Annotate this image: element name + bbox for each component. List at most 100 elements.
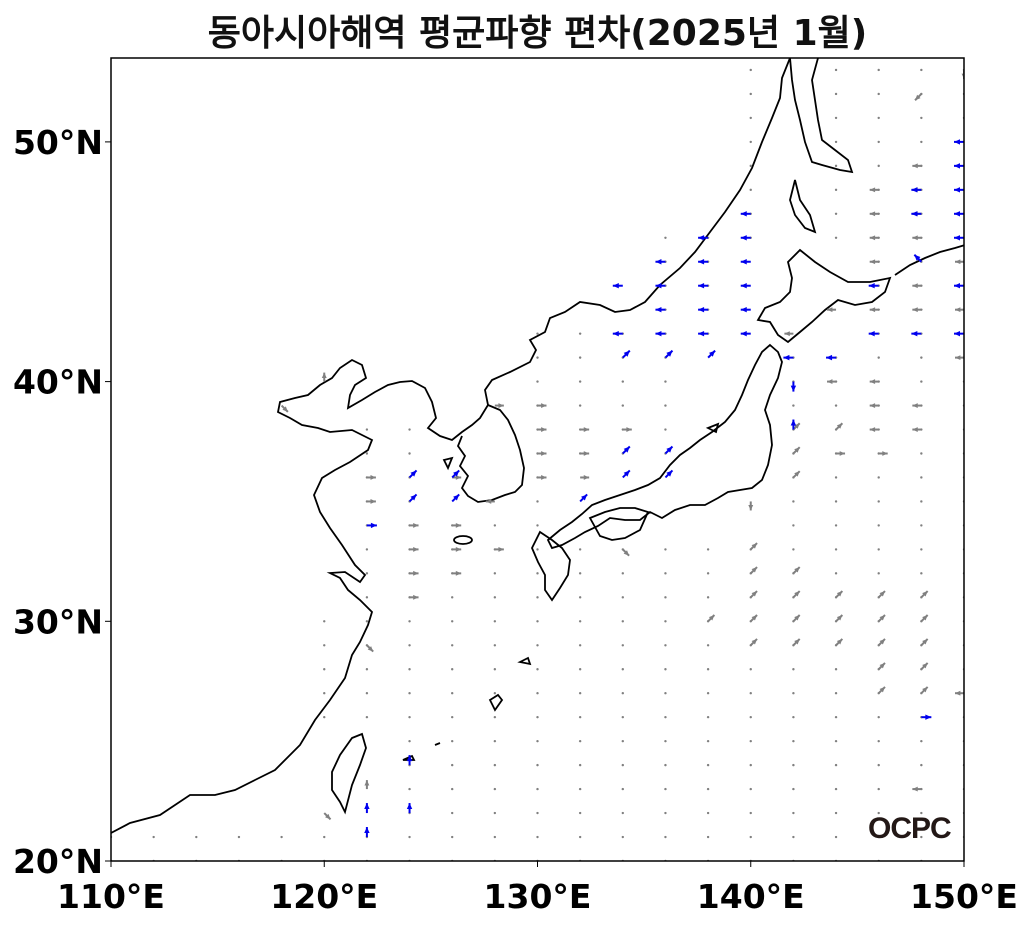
ocpc-logo: OCPC [868, 812, 952, 845]
anomaly-arrow [827, 379, 837, 385]
x-tick-label: 120°E [270, 877, 378, 916]
anomaly-arrow-strong [655, 283, 666, 289]
grid-point [792, 811, 795, 815]
grid-point [621, 715, 624, 719]
grid-point [621, 787, 624, 791]
grid-point [578, 715, 582, 719]
grid-point [877, 835, 880, 839]
grid-point [536, 548, 539, 551]
grid-point [536, 524, 539, 527]
grid-point [706, 548, 710, 551]
grid-point [451, 715, 454, 719]
grid-point [834, 739, 838, 743]
grid-point [877, 68, 880, 72]
anomaly-arrow [912, 403, 922, 408]
grid-point [493, 668, 497, 671]
grid-point [493, 787, 497, 791]
grid-point [365, 548, 369, 551]
anomaly-arrow [580, 427, 590, 432]
anomaly-arrow [784, 331, 794, 337]
anomaly-arrow [869, 235, 879, 241]
grid-point [834, 404, 838, 407]
anomaly-arrow [323, 812, 332, 821]
grid-point [621, 692, 624, 695]
grid-point [578, 620, 582, 623]
grid-point [536, 739, 539, 743]
grid-point [536, 668, 539, 671]
anomaly-arrow [494, 403, 504, 408]
grid-point [323, 715, 326, 719]
anomaly-arrow [869, 259, 879, 265]
grid-point [749, 68, 752, 72]
anomaly-arrow [409, 546, 419, 552]
anomaly-arrow-strong [698, 330, 709, 337]
grid-point [621, 596, 624, 599]
grid-point [323, 692, 326, 695]
anomaly-arrow-strong [740, 283, 751, 289]
anomaly-arrow-strong [954, 187, 964, 193]
grid-point [706, 668, 710, 671]
grid-point [920, 116, 923, 120]
grid-point [578, 332, 582, 335]
grid-point [621, 572, 624, 575]
anomaly-arrow [485, 499, 495, 504]
grid-point [152, 835, 155, 839]
grid-point [664, 763, 667, 767]
vector-field [111, 68, 964, 861]
grid-point [706, 596, 710, 599]
grid-point [621, 739, 624, 743]
grid-point [834, 715, 838, 719]
anomaly-arrow-strong [707, 349, 716, 359]
anomaly-arrow-strong [664, 469, 674, 479]
anomaly-arrow [366, 475, 376, 480]
grid-point [664, 835, 667, 839]
anomaly-arrow [877, 662, 886, 670]
anomaly-arrow [869, 403, 879, 408]
grid-point [834, 164, 838, 168]
grid-point [920, 524, 923, 527]
grid-point [536, 715, 539, 719]
grid-point [920, 500, 923, 503]
anomaly-arrow-strong [655, 306, 666, 313]
grid-point [877, 811, 880, 815]
grid-point [749, 92, 752, 96]
anomaly-arrow [955, 355, 964, 361]
grid-point [877, 116, 880, 120]
grid-point [749, 739, 752, 743]
anomaly-arrow [409, 522, 419, 528]
anomaly-arrow [792, 614, 801, 623]
anomaly-arrow [537, 403, 547, 408]
anomaly-arrow [537, 427, 547, 432]
anomaly-arrow [321, 372, 327, 382]
anomaly-arrow [912, 235, 922, 241]
grid-point [578, 548, 582, 551]
grid-point [451, 811, 454, 815]
anomaly-arrow-strong [954, 235, 964, 241]
anomaly-arrow [452, 570, 462, 576]
grid-point [706, 787, 710, 791]
grid-point [664, 644, 667, 647]
grid-point [664, 692, 667, 695]
grid-point [493, 763, 497, 767]
grid-point [834, 500, 838, 503]
anomaly-arrow [792, 566, 801, 575]
grid-point [408, 787, 411, 791]
anomaly-arrow-strong [408, 493, 418, 503]
grid-point [920, 811, 923, 815]
grid-point [706, 644, 710, 647]
anomaly-arrow [750, 590, 758, 599]
grid-point [706, 739, 710, 743]
grid-point [621, 811, 624, 815]
grid-point [493, 715, 497, 719]
grid-point [536, 356, 539, 359]
anomaly-arrow [869, 211, 879, 217]
page-title: 동아시아해역 평균파향 편차(2025년 1월) [207, 13, 868, 54]
anomaly-arrow-strong [954, 163, 964, 169]
anomaly-arrow-strong [740, 330, 751, 337]
anomaly-arrow-strong [954, 139, 964, 145]
anomaly-arrow-strong [954, 211, 964, 217]
anomaly-arrow-strong [406, 755, 413, 766]
anomaly-arrow-strong [579, 493, 588, 503]
anomaly-arrow [912, 307, 922, 313]
